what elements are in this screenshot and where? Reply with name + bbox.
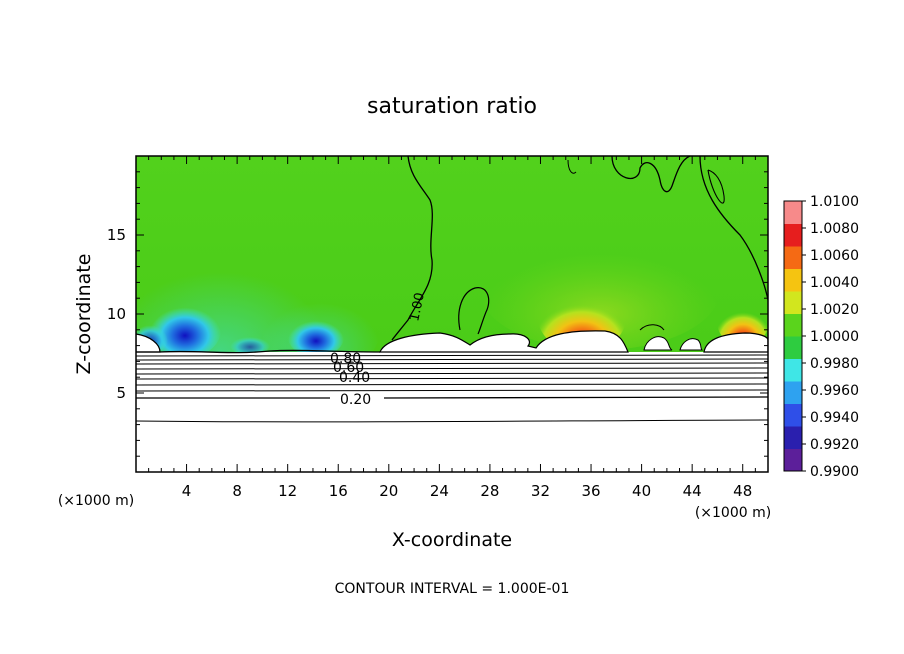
colorbar-label: 1.0040 xyxy=(810,275,859,291)
colorbar-label: 1.0000 xyxy=(810,329,859,345)
contour-line xyxy=(611,156,691,193)
x-tick-label: 4 xyxy=(182,482,192,500)
contour-line xyxy=(136,362,768,365)
y-tick-label: 10 xyxy=(107,305,126,323)
x-tick-label: 12 xyxy=(278,482,297,500)
contour-line xyxy=(391,156,433,341)
contour-label: 0.60 xyxy=(333,360,364,376)
contour-line xyxy=(136,389,768,392)
colorbar-label: 0.9960 xyxy=(810,383,859,399)
contour-line xyxy=(707,169,725,204)
lower-region xyxy=(136,352,768,472)
y-axis-unit: (×1000 m) xyxy=(58,493,134,509)
colorbar-label: 0.9940 xyxy=(810,410,859,426)
contour-label: 0.20 xyxy=(340,392,371,408)
contour-line xyxy=(136,349,381,354)
y-tick-label: 5 xyxy=(116,384,126,402)
colorbar-label: 0.9900 xyxy=(810,464,859,480)
colorbar-label: 1.0100 xyxy=(810,194,859,210)
chart-title: saturation ratio xyxy=(367,94,537,119)
contour-line xyxy=(136,377,768,380)
x-axis-unit: (×1000 m) xyxy=(695,505,771,521)
colorbar-swatch xyxy=(784,448,802,472)
cloud-region xyxy=(679,338,704,351)
x-tick-label: 36 xyxy=(581,482,600,500)
colorbar-swatch xyxy=(784,336,802,359)
cloud-region xyxy=(643,336,673,351)
colorbar-swatch xyxy=(784,358,802,382)
x-tick-label: 28 xyxy=(480,482,499,500)
colorbar-label: 0.9980 xyxy=(810,356,859,372)
colorbar-swatch xyxy=(784,381,802,404)
plot-area: 1.00 0.80 0.60 0.40 0.20 xyxy=(136,156,768,472)
contour-line xyxy=(699,156,768,301)
x-tick-label: 8 xyxy=(232,482,242,500)
x-tick-label: 24 xyxy=(430,482,449,500)
y-axis: 5 10 15 xyxy=(107,171,768,457)
contour-line xyxy=(639,324,665,331)
x-axis: 4 8 12 16 20 24 28 32 36 40 44 48 xyxy=(148,156,756,500)
x-tick-label: 48 xyxy=(733,482,752,500)
x-tick-label: 44 xyxy=(683,482,702,500)
contour-line xyxy=(458,287,490,335)
y-tick-label: 15 xyxy=(107,226,126,244)
contour-line xyxy=(136,372,768,375)
contour-line xyxy=(136,358,768,361)
colorbar-swatch xyxy=(784,403,802,427)
colorbar-swatch xyxy=(784,268,802,292)
y-axis-title: Z-coordinate xyxy=(73,254,95,375)
contour-line xyxy=(136,367,768,370)
colorbar-label: 0.9920 xyxy=(810,437,859,453)
colorbar-swatch xyxy=(784,223,802,247)
x-tick-label: 16 xyxy=(329,482,348,500)
contour-line xyxy=(136,383,768,386)
minimum-core xyxy=(149,302,221,358)
x-tick-label: 32 xyxy=(531,482,550,500)
contour-interval-note: CONTOUR INTERVAL = 1.000E-01 xyxy=(335,581,570,597)
x-axis-title: X-coordinate xyxy=(392,529,512,551)
colorbar-label: 1.0020 xyxy=(810,302,859,318)
contour-label: 0.40 xyxy=(339,370,370,386)
colorbar-label: 1.0060 xyxy=(810,248,859,264)
colorbar-swatch xyxy=(784,313,802,337)
contour-line xyxy=(567,159,577,174)
colorbar-swatch xyxy=(784,201,802,224)
colorbar: 1.0100 1.0080 1.0060 1.0040 1.0020 1.0000 0.99… xyxy=(783,194,859,480)
minimum-core xyxy=(288,317,344,357)
contour-label: 0.80 xyxy=(330,351,361,367)
x-tick-label: 20 xyxy=(379,482,398,500)
contour-line xyxy=(136,354,768,357)
colorbar-swatch xyxy=(784,246,802,269)
minimum-core xyxy=(230,335,270,355)
contour-line xyxy=(136,396,768,399)
contour-line xyxy=(136,419,768,423)
x-tick-label: 40 xyxy=(632,482,651,500)
colorbar-label: 1.0080 xyxy=(810,221,859,237)
colorbar-swatch xyxy=(784,291,802,314)
contour-label: 1.00 xyxy=(407,291,428,322)
cloud-region xyxy=(379,330,629,353)
colorbar-swatch xyxy=(784,426,802,449)
